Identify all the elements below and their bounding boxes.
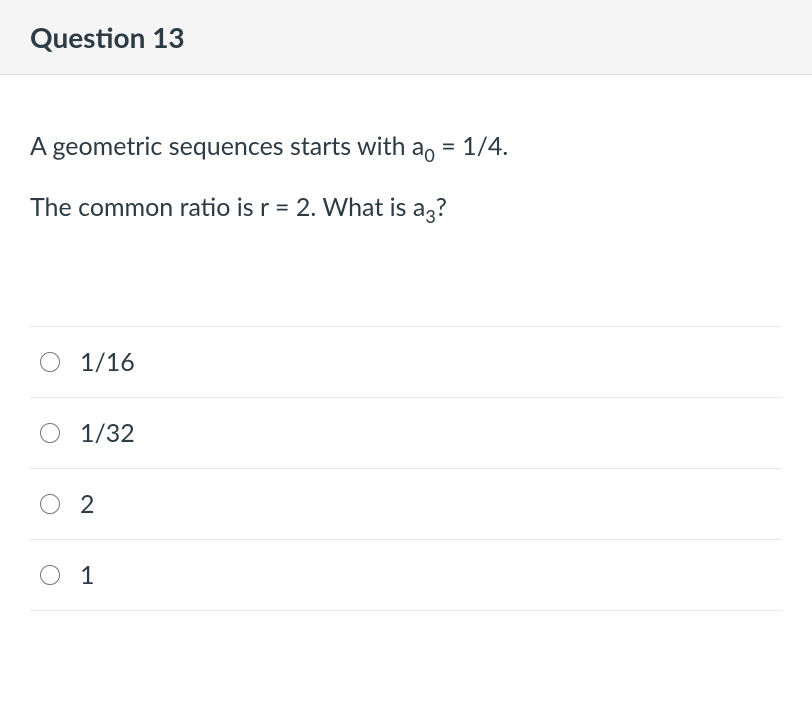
question-text-part: = 1/4. — [435, 131, 509, 161]
answer-option-0[interactable]: 1/16 — [30, 326, 782, 397]
answer-radio-2[interactable] — [40, 494, 60, 514]
answer-option-2[interactable]: 2 — [30, 468, 782, 539]
answer-label: 1 — [80, 560, 95, 590]
question-text-part: ? — [436, 192, 447, 222]
question-subscript: 3 — [425, 205, 435, 227]
question-subscript: 0 — [424, 144, 434, 166]
question-line-1: A geometric sequences starts with a0 = 1… — [30, 125, 782, 170]
question-line-2: The common ratio is r = 2. What is a3? — [30, 186, 782, 231]
question-text-part: A geometric sequences starts with a — [30, 131, 424, 161]
answer-radio-0[interactable] — [40, 352, 60, 372]
question-header: Question 13 — [0, 0, 812, 75]
question-text: A geometric sequences starts with a0 = 1… — [30, 125, 782, 230]
question-text-part: The common ratio is r = 2. What is a — [30, 192, 425, 222]
question-body: A geometric sequences starts with a0 = 1… — [0, 75, 812, 276]
answer-label: 2 — [80, 489, 95, 519]
answer-list: 1/16 1/32 2 1 — [0, 326, 812, 641]
answer-label: 1/32 — [80, 418, 135, 448]
question-title: Question 13 — [30, 20, 782, 54]
answer-radio-3[interactable] — [40, 565, 60, 585]
answer-label: 1/16 — [80, 347, 135, 377]
answer-radio-1[interactable] — [40, 423, 60, 443]
answer-option-1[interactable]: 1/32 — [30, 397, 782, 468]
answer-option-3[interactable]: 1 — [30, 539, 782, 611]
